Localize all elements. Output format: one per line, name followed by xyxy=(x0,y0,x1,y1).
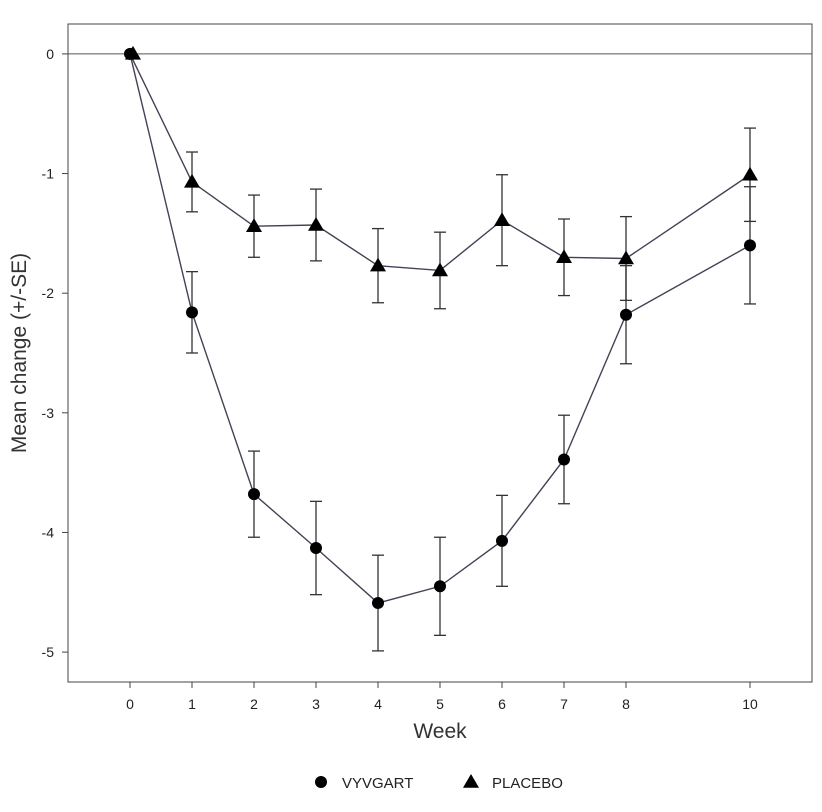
y-tick-label: -1 xyxy=(42,166,55,182)
data-point-vyvgart xyxy=(248,488,260,501)
x-tick-label: 0 xyxy=(126,696,134,712)
y-tick-label: -4 xyxy=(42,524,55,540)
x-tick-label: 1 xyxy=(188,696,196,712)
x-tick-label: 2 xyxy=(250,696,258,712)
x-tick-label: 8 xyxy=(622,696,630,712)
data-point-placebo xyxy=(246,218,262,232)
series-placebo xyxy=(125,45,758,310)
y-tick-label: 0 xyxy=(46,46,54,62)
x-tick-label: 4 xyxy=(374,696,382,712)
y-tick-label: -2 xyxy=(42,285,55,301)
data-point-placebo xyxy=(742,166,758,181)
legend-marker-placebo xyxy=(463,774,479,788)
data-point-placebo xyxy=(618,250,634,265)
y-tick-label: -3 xyxy=(42,405,55,421)
data-point-placebo xyxy=(556,249,572,264)
y-axis-label: Mean change (+/-SE) xyxy=(8,253,31,453)
data-point-placebo xyxy=(432,262,448,277)
x-tick-label: 6 xyxy=(498,696,506,712)
legend-label-vyvgart: VYVGART xyxy=(342,775,413,792)
data-point-placebo xyxy=(184,173,200,188)
x-tick-label: 3 xyxy=(312,696,320,712)
legend: VYVGART PLACEBO xyxy=(315,774,563,792)
data-point-vyvgart xyxy=(434,580,446,593)
data-point-placebo xyxy=(125,45,141,60)
data-point-vyvgart xyxy=(558,453,570,466)
data-point-placebo xyxy=(494,212,510,226)
data-point-placebo xyxy=(370,257,386,272)
data-point-vyvgart xyxy=(310,542,322,555)
x-tick-label: 7 xyxy=(560,696,568,712)
data-point-vyvgart xyxy=(496,534,508,547)
x-axis-label: Week xyxy=(413,720,467,743)
series-line-vyvgart xyxy=(129,53,751,604)
series-line-placebo xyxy=(129,53,751,272)
x-tick-label: 10 xyxy=(742,696,758,712)
legend-label-placebo: PLACEBO xyxy=(492,775,563,792)
x-tick-label: 5 xyxy=(436,696,444,712)
y-axis: 0 -1 -2 -3 -4 -5 xyxy=(42,46,68,660)
data-point-placebo xyxy=(308,216,324,231)
data-point-vyvgart xyxy=(620,308,632,321)
y-tick-label: -5 xyxy=(42,644,55,660)
data-point-vyvgart xyxy=(372,597,384,610)
data-point-vyvgart xyxy=(186,306,198,319)
legend-marker-vyvgart xyxy=(315,776,327,788)
plot-area xyxy=(124,45,758,652)
x-axis: 0 1 2 3 4 5 6 7 8 10 xyxy=(126,682,758,712)
data-point-vyvgart xyxy=(744,239,756,252)
